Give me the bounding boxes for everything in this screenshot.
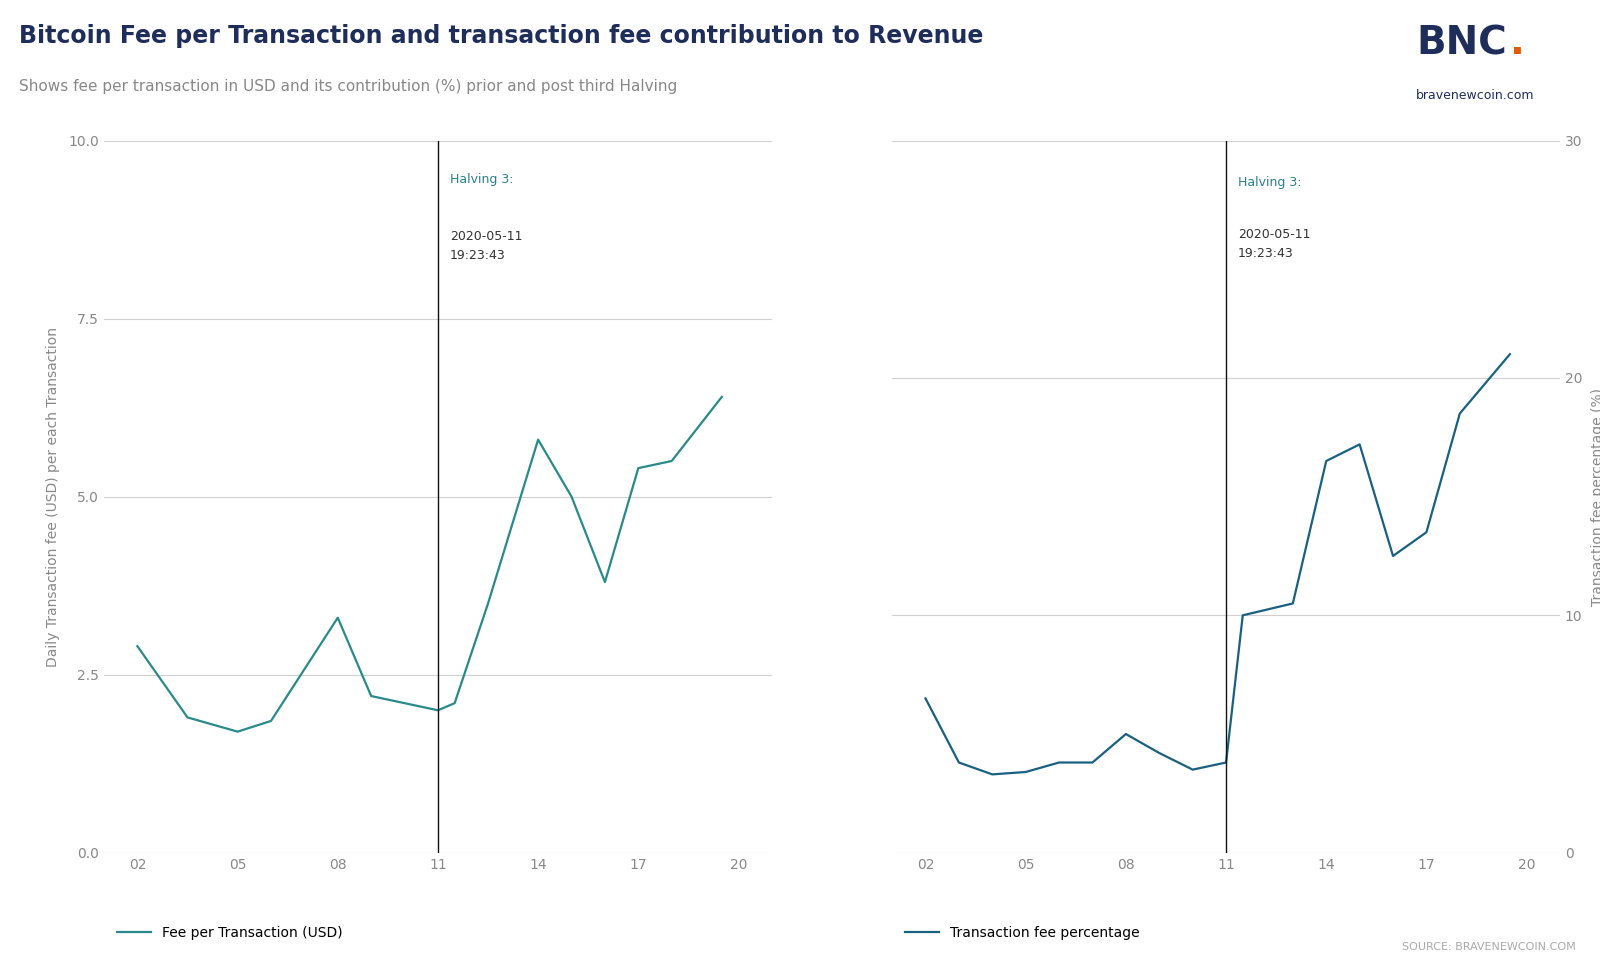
Text: Shows fee per transaction in USD and its contribution (%) prior and post third H: Shows fee per transaction in USD and its…: [19, 79, 677, 94]
Legend: Transaction fee percentage: Transaction fee percentage: [899, 921, 1146, 946]
Text: SOURCE: BRAVENEWCOIN.COM: SOURCE: BRAVENEWCOIN.COM: [1402, 942, 1576, 952]
Text: Halving 3:: Halving 3:: [1238, 176, 1301, 189]
Y-axis label: Daily Transaction fee (USD) per each Transaction: Daily Transaction fee (USD) per each Tra…: [46, 327, 61, 667]
Text: 2020-05-11
19:23:43: 2020-05-11 19:23:43: [450, 230, 522, 262]
Text: Halving 3:: Halving 3:: [450, 172, 514, 185]
Text: Bitcoin Fee per Transaction and transaction fee contribution to Revenue: Bitcoin Fee per Transaction and transact…: [19, 24, 984, 48]
Text: bravenewcoin.com: bravenewcoin.com: [1416, 89, 1534, 102]
Legend: Fee per Transaction (USD): Fee per Transaction (USD): [110, 921, 349, 946]
Text: .: .: [1510, 24, 1525, 62]
Text: 2020-05-11
19:23:43: 2020-05-11 19:23:43: [1238, 229, 1310, 261]
Text: BNC: BNC: [1416, 24, 1507, 62]
Y-axis label: Transaction fee percentage (%): Transaction fee percentage (%): [1590, 388, 1600, 606]
